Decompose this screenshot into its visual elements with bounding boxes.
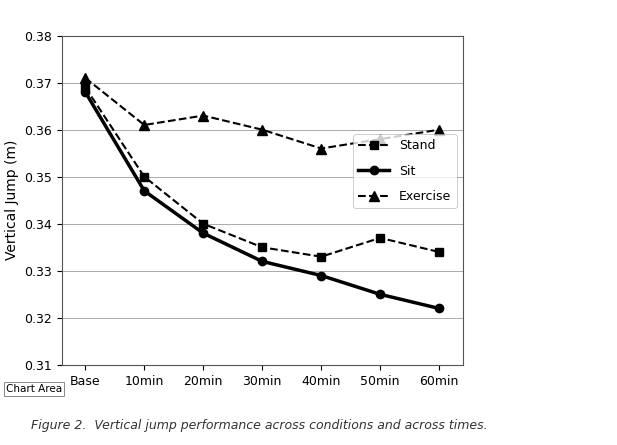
Stand bbox=[259, 245, 266, 250]
Line: Stand: Stand bbox=[81, 83, 444, 261]
Sit bbox=[81, 89, 89, 95]
Stand bbox=[318, 254, 325, 259]
Stand bbox=[141, 174, 148, 179]
Sit bbox=[376, 291, 384, 297]
Sit bbox=[436, 306, 443, 311]
Line: Sit: Sit bbox=[81, 88, 444, 313]
Stand bbox=[199, 221, 207, 227]
Text: Chart Area: Chart Area bbox=[6, 384, 62, 394]
Stand bbox=[436, 249, 443, 255]
Sit bbox=[199, 231, 207, 236]
Text: Figure 2.  Vertical jump performance across conditions and across times.: Figure 2. Vertical jump performance acro… bbox=[31, 419, 487, 432]
Stand bbox=[376, 235, 384, 241]
Sit bbox=[318, 273, 325, 278]
Y-axis label: Vertical Jump (m): Vertical Jump (m) bbox=[4, 140, 19, 260]
Exercise bbox=[81, 75, 89, 81]
Exercise bbox=[141, 122, 148, 128]
Exercise bbox=[259, 127, 266, 132]
Legend: Stand, Sit, Exercise: Stand, Sit, Exercise bbox=[353, 134, 457, 208]
Sit bbox=[259, 259, 266, 264]
Sit bbox=[141, 188, 148, 194]
Line: Exercise: Exercise bbox=[80, 73, 444, 154]
Exercise bbox=[376, 137, 384, 142]
Stand bbox=[81, 85, 89, 90]
Exercise bbox=[436, 127, 443, 132]
Exercise bbox=[199, 113, 207, 118]
Exercise bbox=[318, 146, 325, 151]
